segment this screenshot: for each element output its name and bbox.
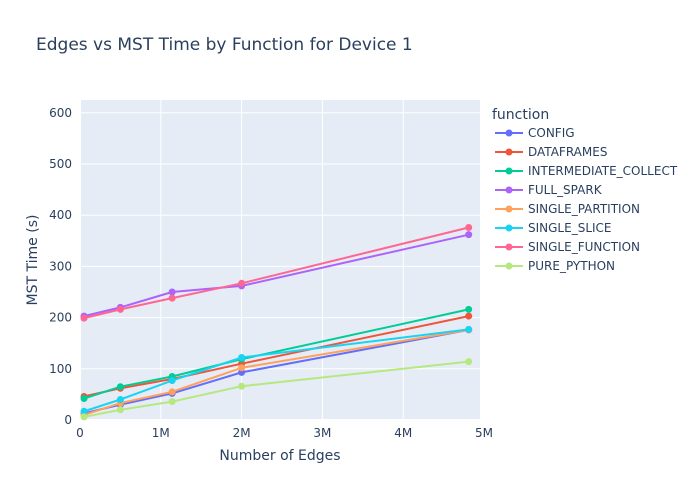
data-point: [465, 358, 473, 366]
y-tick-label: 0: [64, 413, 72, 427]
y-tick-label: 500: [49, 157, 72, 171]
data-point: [80, 314, 88, 322]
legend-item: SINGLE_FUNCTION: [495, 240, 640, 254]
legend-item: FULL_SPARK: [495, 183, 603, 197]
legend-label: PURE_PYTHON: [528, 259, 615, 273]
x-tick-label: 0: [76, 426, 84, 440]
data-point: [465, 231, 473, 239]
data-point: [80, 407, 88, 415]
legend-item: PURE_PYTHON: [495, 259, 615, 273]
legend-label: DATAFRAMES: [528, 145, 607, 159]
y-tick-label: 300: [49, 259, 72, 273]
legend-title: function: [492, 107, 549, 123]
data-point: [238, 382, 246, 390]
x-tick-label: 2M: [233, 426, 251, 440]
data-point: [168, 388, 176, 396]
y-tick-label: 600: [49, 106, 72, 120]
legend-label: FULL_SPARK: [528, 183, 603, 197]
data-point: [465, 305, 473, 313]
legend: function CONFIG DATAFRAMES INTERMEDIATE_CO…: [492, 107, 678, 273]
data-point: [168, 294, 176, 302]
tick-labels: 0 100 200 300 400 500 600 0 1M 2M 3M 4M 5M: [49, 106, 493, 440]
legend-swatch-marker: [505, 224, 513, 232]
x-axis-title: Number of Edges: [219, 448, 340, 464]
data-point: [465, 325, 473, 333]
series-pure-python: [80, 358, 473, 421]
legend-swatch-marker: [505, 148, 513, 156]
y-tick-label: 100: [49, 362, 72, 376]
data-point: [80, 394, 88, 402]
data-point: [116, 406, 124, 414]
legend-swatch-marker: [505, 243, 513, 251]
y-tick-label: 200: [49, 311, 72, 325]
x-tick-label: 4M: [394, 426, 412, 440]
gridlines: [79, 100, 485, 421]
legend-item: SINGLE_PARTITION: [495, 202, 640, 216]
plot-area: [80, 100, 480, 420]
series-single-slice: [80, 325, 473, 415]
legend-swatch-marker: [505, 262, 513, 270]
legend-item: SINGLE_SLICE: [495, 221, 612, 235]
legend-swatch-marker: [505, 167, 513, 175]
data-point: [116, 305, 124, 313]
legend-swatch-marker: [505, 129, 513, 137]
legend-item: INTERMEDIATE_COLLECT: [495, 164, 678, 178]
data-point: [168, 288, 176, 296]
data-point: [238, 364, 246, 372]
legend-item: DATAFRAMES: [495, 145, 607, 159]
data-point: [238, 279, 246, 287]
legend-label: SINGLE_PARTITION: [528, 202, 640, 216]
legend-item: CONFIG: [495, 126, 575, 140]
legend-swatch-marker: [505, 205, 513, 213]
data-point: [80, 413, 88, 421]
series-layer: [80, 223, 473, 421]
legend-label: SINGLE_FUNCTION: [528, 240, 640, 254]
data-point: [168, 398, 176, 406]
data-point: [168, 377, 176, 385]
legend-label: CONFIG: [528, 126, 575, 140]
x-tick-label: 5M: [475, 426, 493, 440]
data-point: [116, 383, 124, 391]
data-point: [116, 396, 124, 404]
y-axis-title: MST Time (s): [25, 215, 41, 306]
series-single-function: [80, 223, 473, 322]
legend-label: INTERMEDIATE_COLLECT: [528, 164, 678, 178]
legend-swatch-marker: [505, 186, 513, 194]
x-tick-label: 1M: [152, 426, 170, 440]
chart-title: Edges vs MST Time by Function for Device…: [36, 35, 413, 55]
data-point: [238, 354, 246, 362]
data-point: [465, 312, 473, 320]
legend-label: SINGLE_SLICE: [528, 221, 612, 235]
x-tick-label: 3M: [313, 426, 331, 440]
data-point: [465, 223, 473, 231]
y-tick-label: 400: [49, 208, 72, 222]
